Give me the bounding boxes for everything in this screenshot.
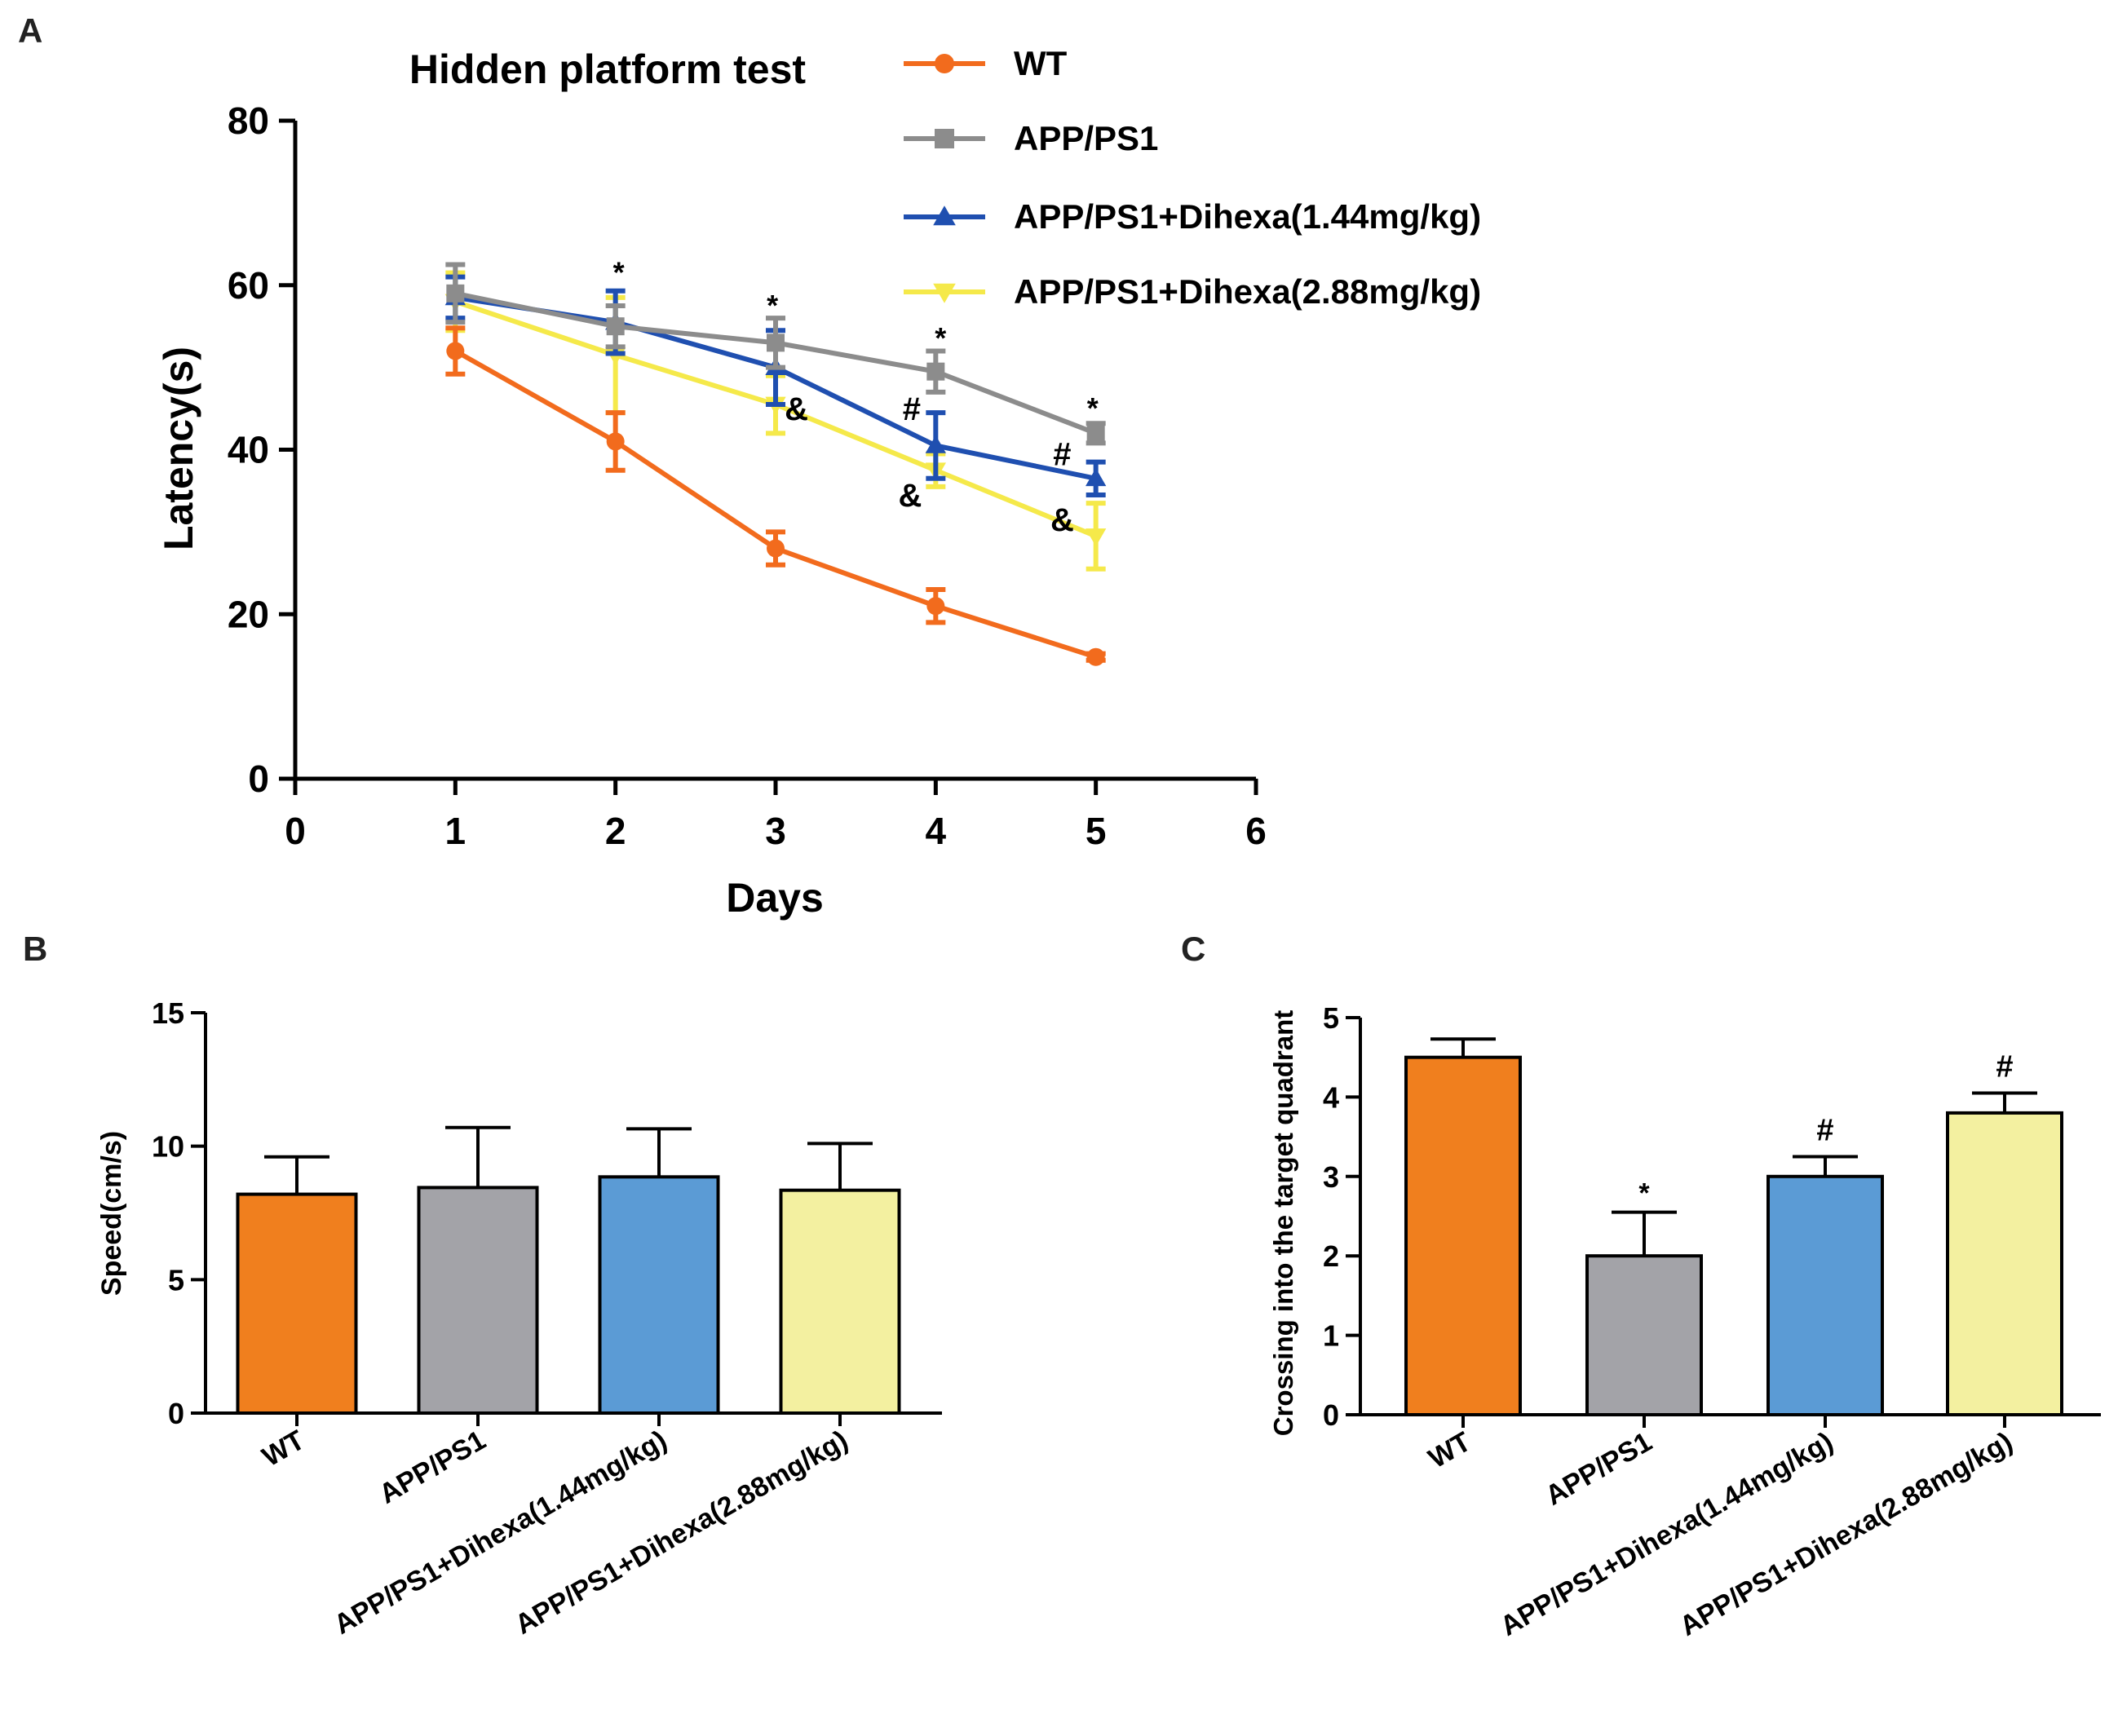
significance-mark: * bbox=[1087, 391, 1099, 425]
data-point bbox=[1086, 424, 1105, 443]
panel-c-bar-chart: 0 1 2 3 4 5 Crossing into the target quadrant W… bbox=[1268, 1001, 2101, 1642]
significance-mark: & bbox=[898, 478, 922, 514]
significance-mark: # bbox=[1816, 1113, 1833, 1147]
data-point bbox=[925, 435, 946, 453]
panel-label-b: B bbox=[23, 930, 47, 968]
data-point bbox=[767, 334, 785, 352]
bar bbox=[598, 1175, 720, 1416]
x-tick-label: 1 bbox=[445, 810, 466, 852]
data-point bbox=[926, 362, 945, 381]
series-1 bbox=[445, 325, 1106, 666]
x-tick-label: 0 bbox=[285, 810, 306, 852]
bar bbox=[236, 1192, 358, 1415]
panel-a-line-chart: Hidden platform test 0 20 40 60 80 0 1 2 3 4 5 6 Days… bbox=[156, 44, 1481, 921]
legend-marker bbox=[933, 205, 956, 226]
data-point bbox=[1086, 528, 1107, 547]
significance-mark: * bbox=[767, 289, 778, 322]
data-point bbox=[926, 597, 945, 616]
x-tick-label: 2 bbox=[605, 810, 626, 852]
legend-entry: APP/PS1+Dihexa(2.88mg/kg) bbox=[1014, 272, 1481, 311]
panel-b-bar-chart: 0 5 10 15 Speed(cm/s) WT APP/PS1APP/PS1+Dihexa… bbox=[96, 996, 942, 1641]
x-tick-label: 4 bbox=[926, 810, 947, 852]
y-tick-label: 1 bbox=[1323, 1319, 1339, 1353]
data-point bbox=[446, 342, 465, 360]
y-tick-label: 0 bbox=[1323, 1398, 1339, 1432]
x-tick-label: APP/PS1 bbox=[1541, 1426, 1657, 1512]
x-tick-label: APP/PS1+Dihexa(2.88mg/kg) bbox=[510, 1425, 853, 1641]
significance-mark: * bbox=[613, 256, 625, 289]
y-axis-label: Speed(cm/s) bbox=[96, 1131, 127, 1296]
y-tick-label: 20 bbox=[228, 593, 269, 635]
x-tick-label: 5 bbox=[1086, 810, 1107, 852]
significance-mark: * bbox=[935, 321, 946, 355]
data-point bbox=[1086, 468, 1107, 487]
y-tick-label: 60 bbox=[228, 264, 269, 307]
y-tick-label: 4 bbox=[1323, 1080, 1339, 1114]
y-tick-label: 40 bbox=[228, 429, 269, 471]
chart-title: Hidden platform test bbox=[409, 46, 806, 92]
series-2 bbox=[445, 262, 1106, 446]
y-axis-label: Crossing into the target quadrant bbox=[1268, 1010, 1298, 1437]
data-point bbox=[446, 284, 465, 303]
y-tick-label: 5 bbox=[168, 1263, 184, 1296]
panel-label-c: C bbox=[1181, 930, 1205, 968]
x-tick-label: WT bbox=[257, 1425, 310, 1473]
significance-mark: & bbox=[785, 391, 808, 427]
y-tick-label: 3 bbox=[1323, 1160, 1339, 1194]
bar bbox=[1766, 1174, 1884, 1417]
x-tick-label: WT bbox=[1423, 1426, 1476, 1474]
y-tick-label: 0 bbox=[248, 758, 269, 800]
y-tick-label: 2 bbox=[1323, 1239, 1339, 1273]
y-axis-label: Latency(s) bbox=[156, 347, 201, 550]
legend-entry: APP/PS1 bbox=[1014, 119, 1158, 157]
data-point bbox=[1086, 647, 1105, 666]
y-tick-label: 80 bbox=[228, 99, 269, 142]
x-tick-label: APP/PS1+Dihexa(2.88mg/kg) bbox=[1674, 1426, 2018, 1642]
panel-label-a: A bbox=[18, 11, 42, 50]
legend-entry: APP/PS1+Dihexa(1.44mg/kg) bbox=[1014, 197, 1481, 236]
x-tick-label: APP/PS1 bbox=[374, 1425, 491, 1510]
data-point bbox=[606, 432, 625, 451]
x-tick-label: APP/PS1+Dihexa(1.44mg/kg) bbox=[329, 1425, 672, 1641]
legend-marker bbox=[933, 283, 956, 303]
bar bbox=[417, 1186, 539, 1415]
y-tick-label: 15 bbox=[152, 996, 184, 1030]
significance-mark: # bbox=[1053, 437, 1071, 473]
x-tick-label: 6 bbox=[1245, 810, 1267, 852]
y-tick-label: 10 bbox=[152, 1130, 184, 1164]
bar bbox=[1585, 1254, 1703, 1416]
bar bbox=[1404, 1055, 1522, 1416]
x-tick-label: APP/PS1+Dihexa(1.44mg/kg) bbox=[1495, 1426, 1838, 1642]
x-tick-label: 3 bbox=[765, 810, 786, 852]
significance-mark: & bbox=[1050, 502, 1074, 538]
y-tick-label: 0 bbox=[168, 1397, 184, 1430]
y-tick-label: 5 bbox=[1323, 1001, 1339, 1035]
legend-entry: WT bbox=[1014, 44, 1068, 82]
bar bbox=[1946, 1111, 2063, 1416]
significance-mark: # bbox=[903, 391, 921, 427]
significance-mark: * bbox=[1638, 1178, 1650, 1209]
significance-mark: # bbox=[1996, 1050, 2013, 1084]
x-axis-label: Days bbox=[726, 875, 824, 921]
data-point bbox=[606, 317, 625, 336]
legend-marker bbox=[935, 54, 954, 73]
legend-marker bbox=[935, 129, 954, 148]
bar bbox=[779, 1188, 901, 1415]
data-point bbox=[767, 539, 785, 558]
